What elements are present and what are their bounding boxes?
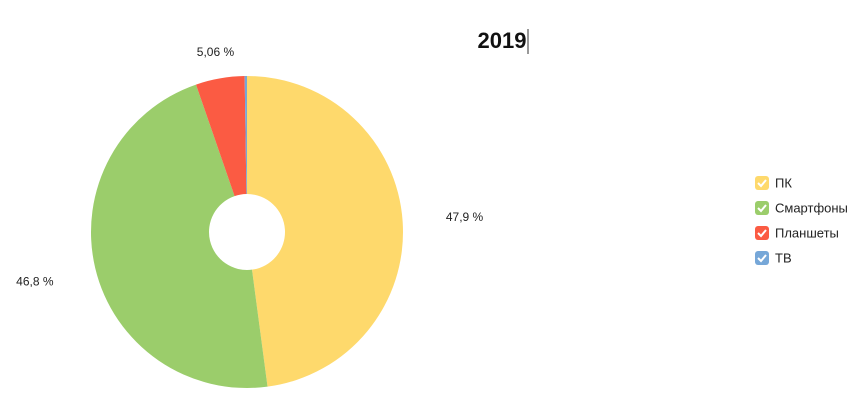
- legend-label: Планшеты: [775, 225, 839, 240]
- legend-check: [757, 229, 767, 238]
- data-label: 5,06 %: [197, 45, 235, 59]
- donut-slice: [244, 76, 247, 195]
- legend-check: [757, 179, 767, 188]
- legend-item[interactable]: ПК: [755, 175, 792, 190]
- donut-slice: [196, 76, 247, 197]
- legend-label: Смартфоны: [775, 200, 848, 215]
- legend-item[interactable]: ТВ: [755, 250, 792, 265]
- legend: ПК Смартфоны Планшеты ТВ: [755, 175, 848, 265]
- donut-slice: [247, 76, 403, 387]
- legend-check: [757, 254, 767, 263]
- data-label: 46,8 %: [16, 274, 54, 288]
- legend-item[interactable]: Смартфоны: [755, 200, 848, 215]
- data-label: 47,9 %: [446, 210, 484, 224]
- chart-title: 2019: [478, 28, 527, 53]
- legend-item[interactable]: Планшеты: [755, 225, 839, 240]
- legend-check: [757, 204, 767, 213]
- legend-swatch[interactable]: [755, 201, 769, 215]
- legend-label: ТВ: [775, 250, 792, 265]
- legend-swatch[interactable]: [755, 226, 769, 240]
- legend-swatch[interactable]: [755, 251, 769, 265]
- donut-slice: [91, 84, 268, 388]
- legend-swatch[interactable]: [755, 176, 769, 190]
- legend-label: ПК: [775, 175, 792, 190]
